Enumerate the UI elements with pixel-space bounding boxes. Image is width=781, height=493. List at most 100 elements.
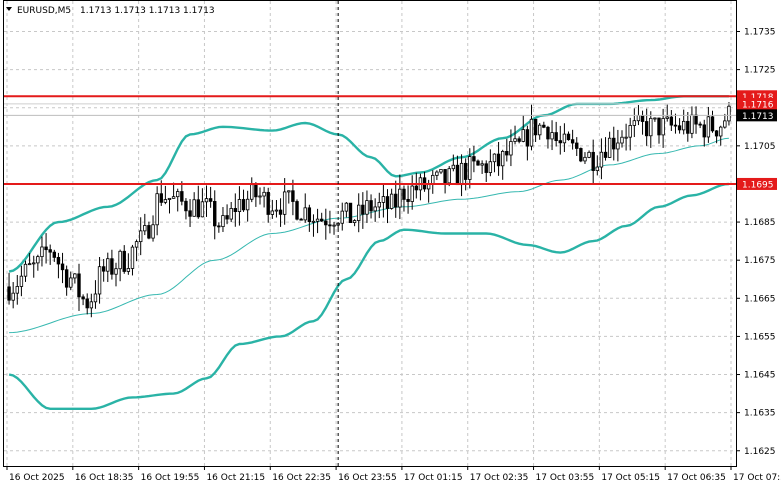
candle-body xyxy=(484,163,488,173)
candle-body xyxy=(698,123,702,126)
candle-body xyxy=(521,129,525,142)
price-tag-1-1695-bg xyxy=(737,177,777,190)
candle-body xyxy=(657,117,661,136)
candle-body xyxy=(694,114,698,125)
candle xyxy=(287,190,291,204)
candle xyxy=(40,236,44,267)
candle xyxy=(85,293,89,315)
grid xyxy=(4,1,736,466)
candle xyxy=(278,198,283,227)
candle-body xyxy=(595,166,600,171)
candle-body xyxy=(669,116,674,126)
candle-body xyxy=(410,185,414,202)
candle xyxy=(665,104,669,122)
candle xyxy=(377,192,381,219)
candle-body xyxy=(591,151,595,171)
candle xyxy=(184,198,188,220)
time-axis[interactable]: 16 Oct 2025 16 Oct 18:35 16 Oct 19:55 16 Oc… xyxy=(6,466,781,483)
candle-body xyxy=(414,185,419,191)
candle xyxy=(595,155,600,176)
candle xyxy=(110,249,114,280)
candle xyxy=(591,139,595,184)
candle-body xyxy=(89,301,94,309)
candle xyxy=(533,118,538,142)
middle-band-line xyxy=(9,137,729,334)
triangle-down-icon[interactable] xyxy=(6,7,12,11)
candle-body xyxy=(406,198,410,202)
candle-body xyxy=(138,230,143,243)
candle-body xyxy=(60,263,65,271)
candle-body xyxy=(69,277,73,288)
candle xyxy=(673,113,678,134)
candle-body xyxy=(196,199,200,218)
candle-body xyxy=(533,118,538,136)
candle xyxy=(603,137,608,161)
candle-body xyxy=(513,138,517,142)
candle-body xyxy=(607,137,612,158)
current-price-tag-bg xyxy=(737,109,777,122)
candle xyxy=(521,115,525,143)
candle xyxy=(344,202,349,218)
candle xyxy=(311,214,316,237)
x-tick-label: 16 Oct 23:55 xyxy=(338,473,397,483)
y-tick-label: 1.1635 xyxy=(744,409,776,419)
candle xyxy=(525,125,530,161)
candle xyxy=(583,152,587,164)
candle-body xyxy=(443,169,447,184)
candle xyxy=(56,252,61,279)
candle-body xyxy=(270,210,275,215)
candle-body xyxy=(459,162,464,186)
candle-body xyxy=(677,125,682,131)
candle xyxy=(719,125,723,146)
candle-body xyxy=(299,218,303,221)
candle-body xyxy=(542,124,546,128)
x-tick-label: 16 Oct 21:15 xyxy=(206,473,265,483)
candle-body xyxy=(566,133,571,141)
candle xyxy=(443,169,447,194)
candle xyxy=(681,109,686,135)
candle-body xyxy=(710,116,715,132)
candle xyxy=(241,189,246,212)
candle xyxy=(225,204,229,225)
candle xyxy=(509,129,513,167)
candle xyxy=(644,108,649,146)
candle-body xyxy=(616,142,620,150)
candle-body xyxy=(620,136,624,144)
candle xyxy=(677,118,682,134)
candle xyxy=(192,192,196,217)
candle-body xyxy=(348,202,353,224)
candle xyxy=(480,160,484,174)
candle xyxy=(204,185,209,217)
candle xyxy=(669,110,674,131)
candle-body xyxy=(171,196,176,199)
candle-body xyxy=(431,174,435,184)
candle xyxy=(19,265,24,297)
candle-body xyxy=(48,249,52,253)
candle xyxy=(106,252,110,282)
candle-body xyxy=(603,151,608,158)
candle-body xyxy=(344,202,349,212)
candle-body xyxy=(681,120,686,131)
candle-body xyxy=(690,114,694,134)
candle-body xyxy=(324,220,328,226)
candle xyxy=(73,273,77,284)
symbol-label: EURUSD,M5 xyxy=(17,6,71,16)
candle xyxy=(147,221,151,240)
candle-body xyxy=(278,209,283,215)
candle xyxy=(727,102,731,126)
candle xyxy=(295,199,299,221)
candle-body xyxy=(529,118,534,147)
candle-body xyxy=(23,263,28,277)
candle xyxy=(250,177,254,203)
candle xyxy=(93,280,98,309)
candle xyxy=(616,129,620,162)
horizontal-levels[interactable] xyxy=(4,95,736,185)
candle xyxy=(468,148,472,189)
candle xyxy=(52,249,57,262)
candle-body xyxy=(628,125,632,138)
candle-body xyxy=(706,116,711,138)
candle-body xyxy=(402,188,406,200)
candle xyxy=(653,117,657,122)
